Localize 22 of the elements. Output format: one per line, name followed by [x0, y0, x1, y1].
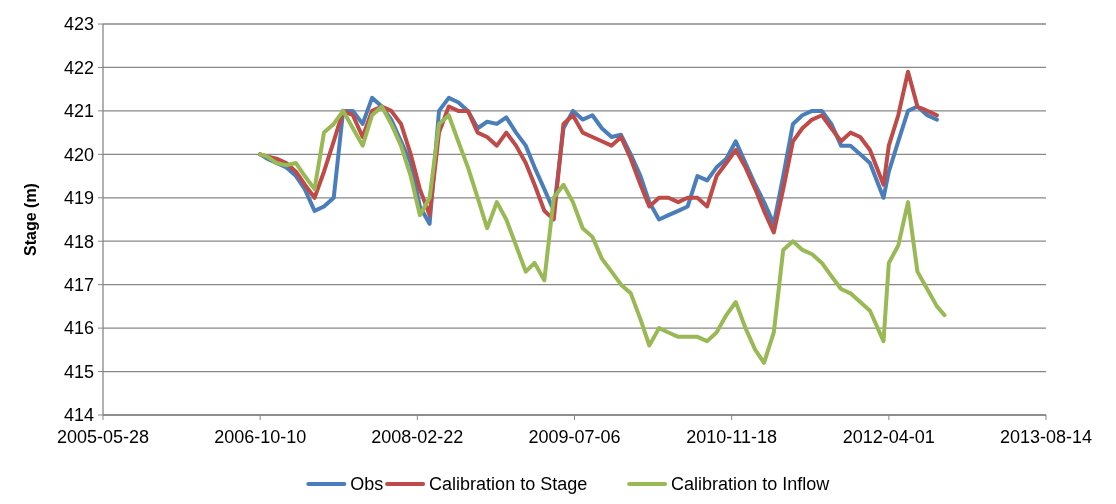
y-axis-title: Stage (m) [22, 183, 39, 256]
y-tick-label: 419 [63, 188, 94, 209]
y-tick-label: 422 [63, 57, 94, 78]
y-tick-label: 414 [63, 405, 94, 426]
y-tick-label: 416 [63, 318, 94, 339]
y-tick-label: 421 [63, 101, 94, 122]
x-tick-label: 2005-05-28 [56, 427, 150, 447]
legend-label: Calibration to Stage [429, 474, 588, 495]
x-tick-label: 2012-04-01 [842, 427, 935, 447]
y-tick-label: 418 [63, 231, 94, 252]
y-tick-label: 415 [63, 361, 94, 382]
x-tick-label: 2010-11-18 [686, 427, 778, 447]
y-tick-label: 420 [63, 144, 94, 165]
legend-label: Calibration to Inflow [671, 474, 831, 495]
x-tick-label: 2006-10-10 [214, 427, 307, 447]
y-tick-label: 417 [63, 274, 94, 295]
x-tick-label: 2008-02-22 [371, 427, 464, 447]
legend-label: Obs [350, 474, 384, 495]
x-tick-label: 2009-07-06 [528, 427, 621, 447]
line-series [258, 104, 947, 365]
y-tick-label: 423 [63, 14, 94, 35]
x-tick-label: 2013-08-14 [999, 427, 1093, 447]
